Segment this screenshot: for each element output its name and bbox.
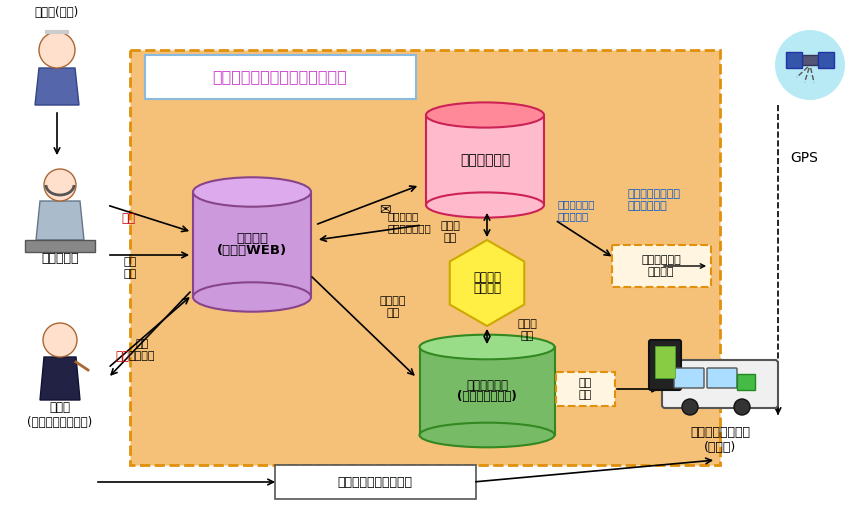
FancyBboxPatch shape (707, 368, 737, 388)
Circle shape (39, 32, 75, 68)
Ellipse shape (419, 423, 554, 447)
Text: 予約受付: 予約受付 (236, 232, 268, 245)
Circle shape (43, 323, 77, 357)
FancyBboxPatch shape (145, 55, 416, 99)
Text: 計算システム: 計算システム (466, 379, 508, 392)
Text: 乗降
時刻: 乗降 時刻 (123, 257, 137, 279)
FancyBboxPatch shape (612, 245, 711, 287)
Ellipse shape (193, 177, 311, 207)
Polygon shape (193, 192, 311, 297)
FancyBboxPatch shape (662, 360, 778, 408)
Text: メールなど
による予約提案: メールなど による予約提案 (388, 211, 432, 233)
Text: 計算結果
出力: 計算結果 出力 (380, 296, 406, 318)
Polygon shape (449, 240, 524, 326)
Text: データ
提供: データ 提供 (517, 319, 537, 341)
Text: (音声／WEB): (音声／WEB) (217, 244, 287, 257)
Text: データ
要求: データ 要求 (440, 221, 460, 243)
Text: 利用者
(パソコン、スマホ): 利用者 (パソコン、スマホ) (28, 401, 93, 429)
Polygon shape (36, 201, 84, 240)
Text: データベース: データベース (460, 153, 510, 167)
FancyBboxPatch shape (655, 346, 675, 378)
Text: 指定された時刻に乗車: 指定された時刻に乗車 (338, 476, 412, 488)
FancyBboxPatch shape (130, 50, 720, 465)
Polygon shape (818, 52, 834, 68)
Circle shape (734, 399, 750, 415)
Text: オペレータ: オペレータ (42, 251, 79, 265)
Polygon shape (419, 347, 554, 435)
Polygon shape (40, 357, 80, 400)
Text: (運行計画の作成): (運行計画の作成) (457, 390, 517, 403)
Ellipse shape (193, 282, 311, 312)
Text: 予約
情報入力: 予約 情報入力 (129, 339, 155, 361)
Polygon shape (786, 52, 802, 68)
Text: 実移動時間を
蓄積する: 実移動時間を 蓄積する (641, 255, 681, 277)
Circle shape (775, 30, 845, 100)
Text: 利用者(電話): 利用者(電話) (35, 6, 79, 18)
FancyBboxPatch shape (649, 340, 681, 390)
FancyBboxPatch shape (737, 374, 755, 390)
Text: やりとり: やりとり (473, 282, 501, 295)
Ellipse shape (419, 334, 554, 359)
Ellipse shape (426, 103, 544, 128)
FancyBboxPatch shape (25, 240, 95, 252)
Text: オンデマンドバス
(車載器): オンデマンドバス (車載器) (690, 426, 750, 454)
FancyBboxPatch shape (674, 368, 704, 388)
FancyBboxPatch shape (556, 372, 615, 406)
Polygon shape (35, 68, 79, 105)
Text: 正確な移動時間を
導出できる。: 正確な移動時間を 導出できる。 (628, 189, 681, 211)
Polygon shape (426, 115, 544, 205)
Text: 運行
指示: 運行 指示 (578, 378, 591, 400)
Text: 予約: 予約 (121, 211, 135, 225)
Text: データの: データの (473, 271, 501, 284)
Text: 予約: 予約 (115, 350, 129, 364)
Text: ✉: ✉ (379, 203, 391, 217)
FancyBboxPatch shape (275, 465, 476, 499)
Circle shape (682, 399, 698, 415)
Text: オンデマンドバス管理システム: オンデマンドバス管理システム (213, 69, 347, 85)
Text: GPS: GPS (790, 151, 818, 165)
Circle shape (44, 169, 76, 201)
Text: 過去情報から
特性を抽出: 過去情報から 特性を抽出 (558, 199, 596, 221)
Ellipse shape (426, 192, 544, 218)
Polygon shape (802, 55, 818, 65)
